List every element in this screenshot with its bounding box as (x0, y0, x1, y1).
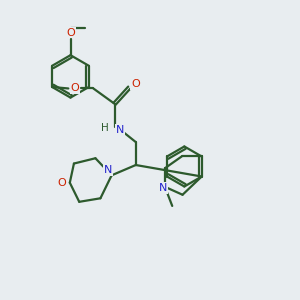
Text: N: N (116, 125, 124, 135)
Text: N: N (159, 183, 168, 193)
Text: O: O (66, 28, 75, 38)
Text: H: H (101, 123, 109, 133)
Text: O: O (131, 79, 140, 89)
Text: O: O (57, 178, 66, 188)
Text: N: N (104, 165, 112, 175)
Text: O: O (70, 83, 79, 94)
